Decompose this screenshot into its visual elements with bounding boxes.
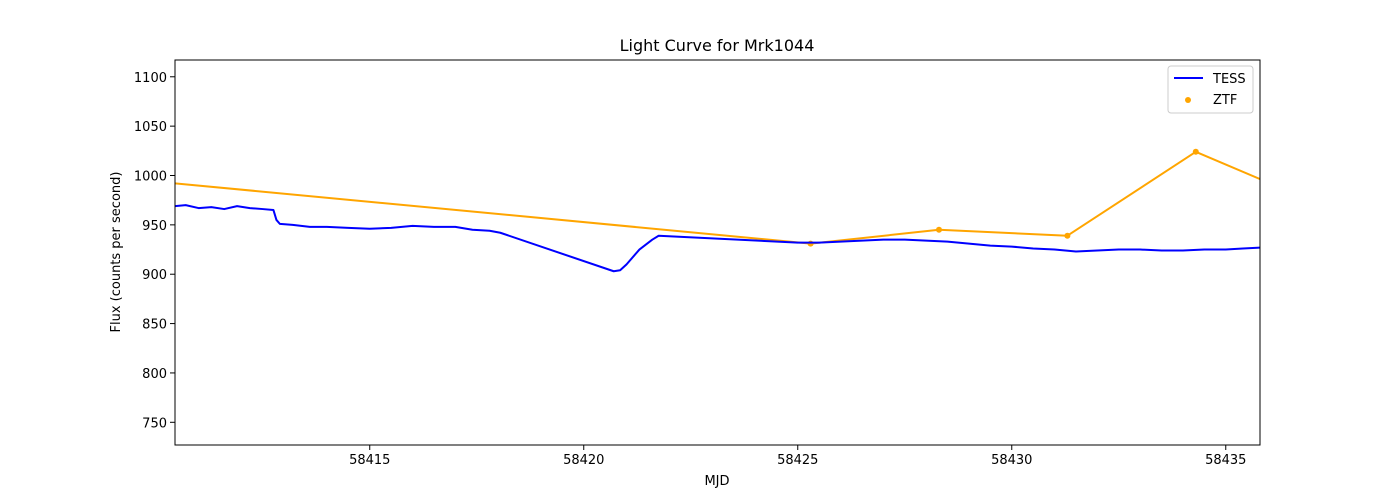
series-line-ztf [175, 150, 1260, 245]
x-axis-label: MJD [704, 474, 729, 489]
y-tick-label: 750 [142, 416, 167, 431]
data-point-ztf [935, 226, 942, 233]
data-point-ztf [1325, 205, 1331, 211]
x-tick-label: 58425 [777, 453, 818, 468]
y-axis: 750 800 850 900 950 1000 1050 1100 [134, 71, 175, 431]
x-tick-label: 58430 [991, 453, 1032, 468]
legend-ztf-swatch [1185, 97, 1191, 103]
data-point-ztf [1064, 232, 1071, 239]
y-tick-label: 850 [142, 318, 167, 333]
y-axis-label: Flux (counts per second) [109, 172, 124, 333]
legend: TESS ZTF [1167, 65, 1254, 114]
x-tick-label: 58415 [349, 453, 390, 468]
x-tick-label: 58435 [1205, 453, 1246, 468]
y-tick-label: 1100 [134, 71, 167, 86]
y-tick-label: 1000 [134, 170, 167, 185]
series-layer [37, 148, 1331, 273]
legend-ztf-label: ZTF [1213, 93, 1237, 108]
data-point-ztf [1192, 148, 1199, 155]
data-point-ztf [37, 168, 43, 174]
y-tick-label: 800 [142, 367, 167, 382]
chart-title: Light Curve for Mrk1044 [620, 36, 815, 55]
y-tick-label: 900 [142, 268, 167, 283]
plot-frame [174, 59, 1261, 446]
series-line-tess [175, 204, 1260, 273]
y-tick-label: 1050 [134, 120, 167, 135]
legend-tess-label: TESS [1212, 72, 1246, 87]
x-tick-label: 58420 [563, 453, 604, 468]
y-tick-label: 950 [142, 219, 167, 234]
x-axis: 58415 58420 58425 58430 58435 [349, 445, 1246, 468]
